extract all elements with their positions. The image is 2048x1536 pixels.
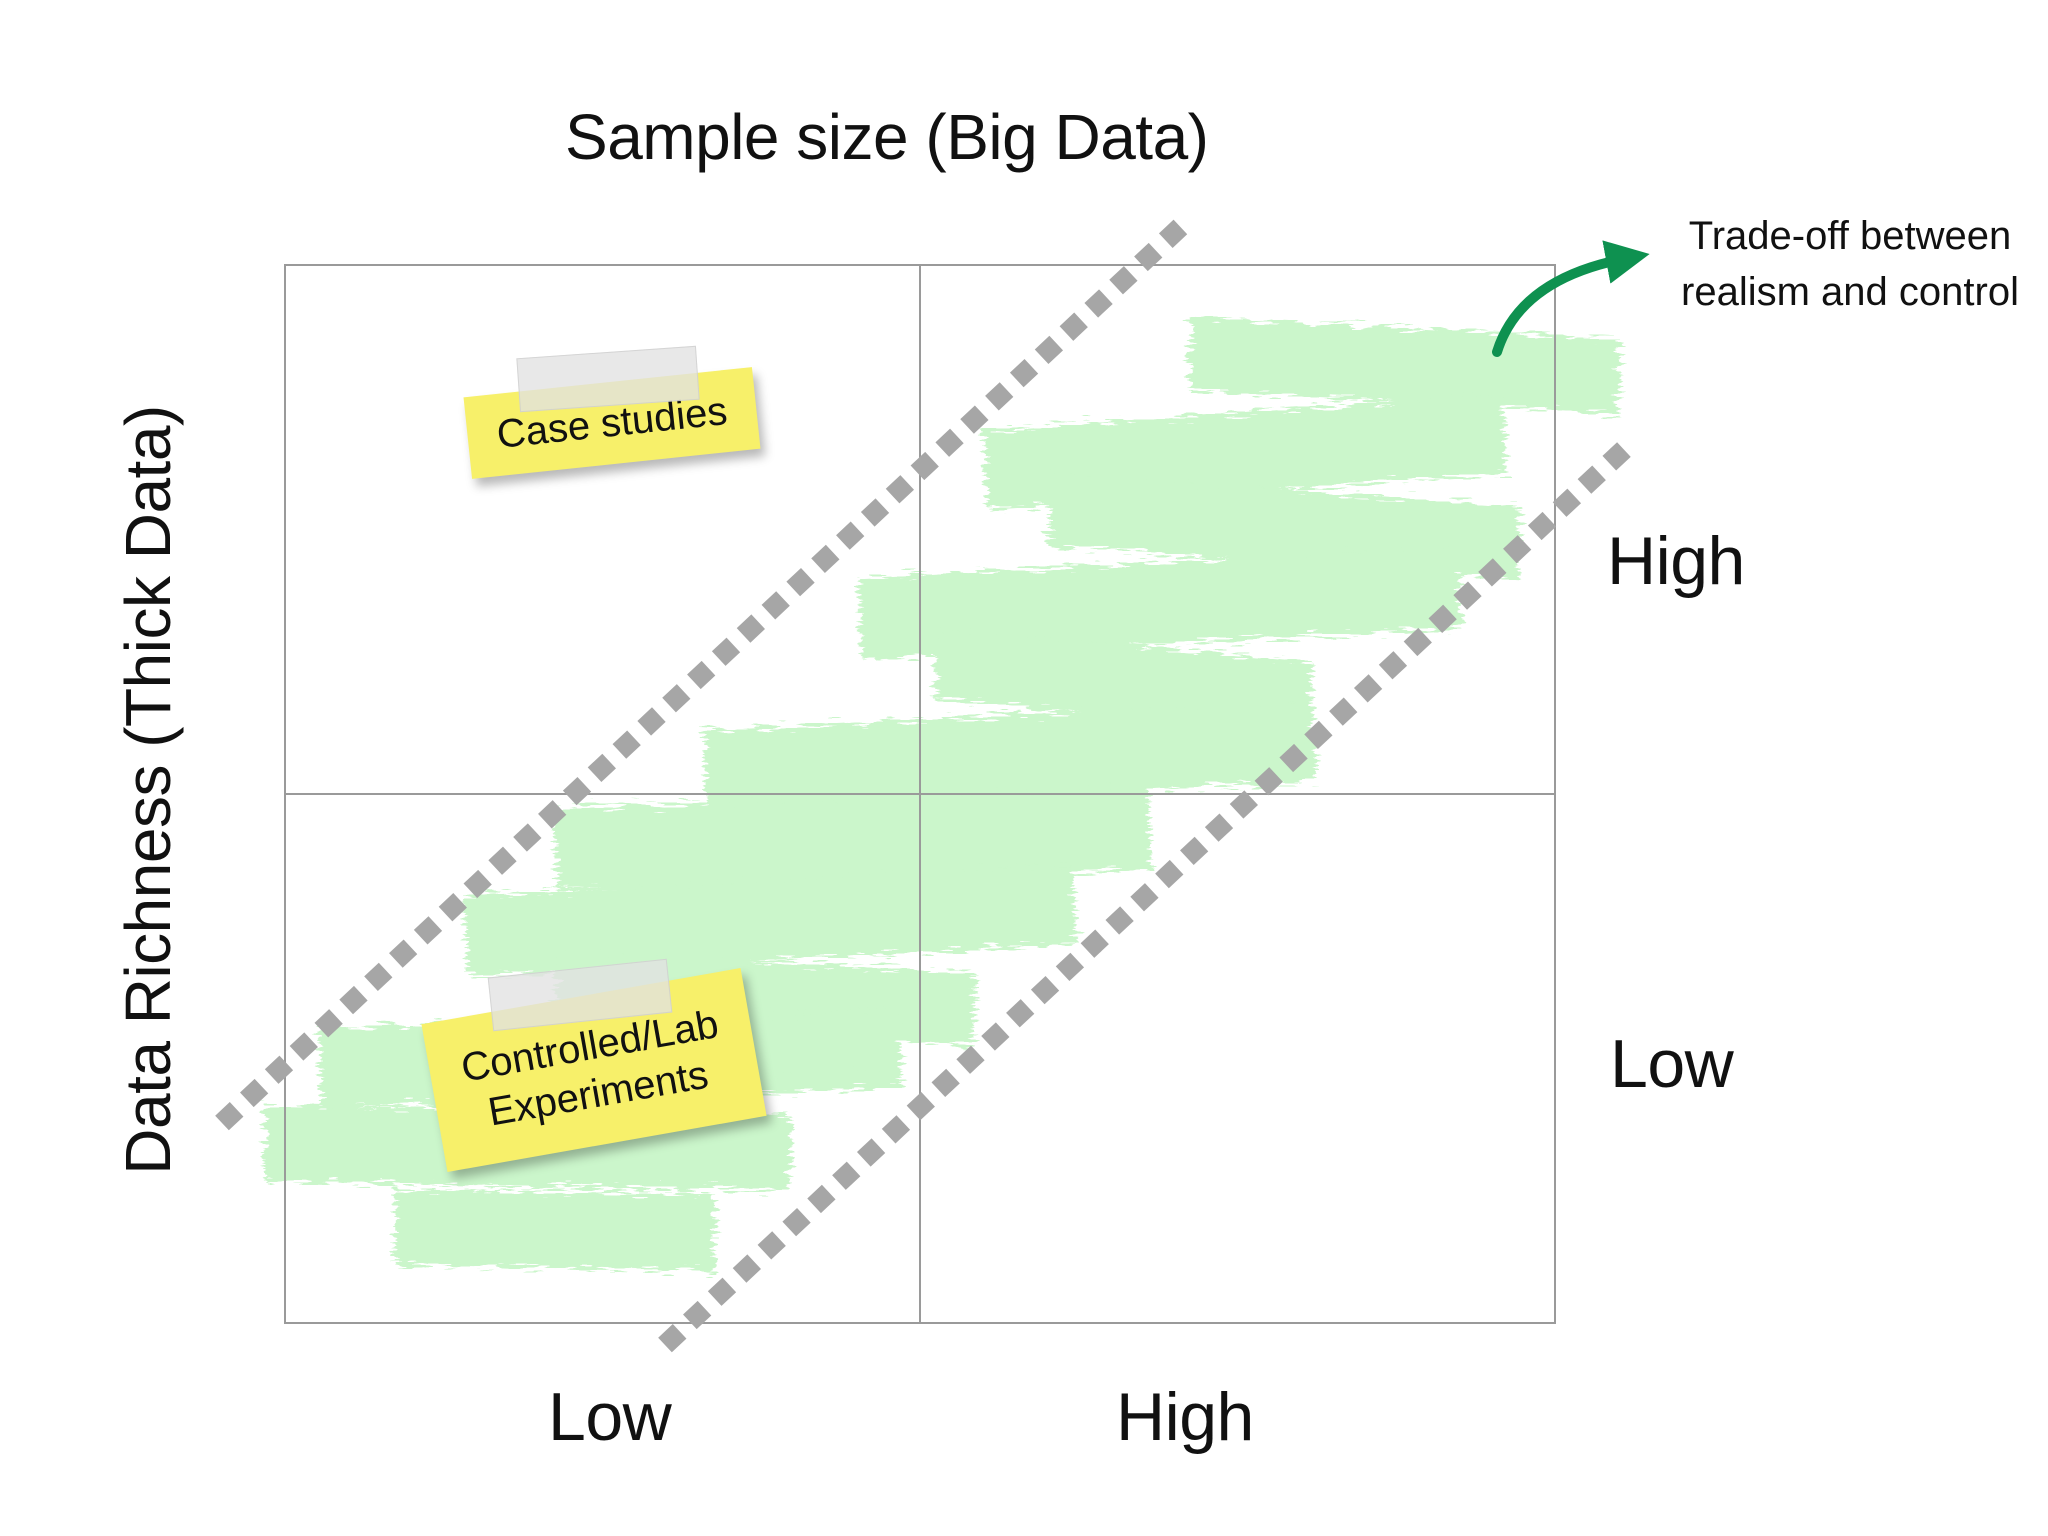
y-axis-title: Data Richness (Thick Data)	[112, 405, 184, 1175]
x-tick-low: Low	[548, 1379, 672, 1455]
x-axis-title: Sample size (Big Data)	[565, 101, 1209, 173]
band-upper-boundary	[215, 210, 1197, 1131]
y-tick-high: High	[1607, 523, 1745, 599]
quadrant-grid	[284, 264, 1556, 1324]
band-lower-boundary	[658, 434, 1639, 1353]
tradeoff-arrow	[1492, 240, 1650, 357]
tradeoff-band-boundaries	[215, 210, 1639, 1353]
tradeoff-annotation: Trade-off between realism and control	[1681, 214, 2019, 314]
x-tick-high: High	[1116, 1379, 1254, 1455]
y-tick-low: Low	[1610, 1026, 1734, 1102]
